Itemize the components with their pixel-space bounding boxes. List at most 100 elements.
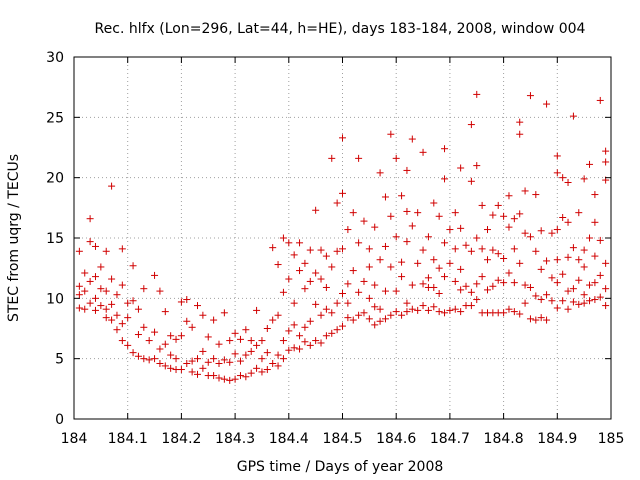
data-point bbox=[516, 210, 524, 218]
data-point bbox=[118, 281, 126, 289]
data-point bbox=[591, 296, 599, 304]
data-point bbox=[596, 236, 604, 244]
data-point bbox=[156, 359, 164, 367]
data-point bbox=[505, 305, 513, 313]
x-tick-label: 184.3 bbox=[215, 431, 255, 447]
data-point bbox=[387, 263, 395, 271]
data-point bbox=[177, 366, 185, 374]
data-point bbox=[575, 256, 583, 264]
data-point bbox=[494, 250, 502, 258]
data-point bbox=[263, 325, 271, 332]
data-point bbox=[414, 306, 422, 314]
data-point bbox=[247, 337, 255, 345]
data-point bbox=[564, 178, 572, 186]
data-point bbox=[263, 366, 271, 374]
data-point bbox=[134, 352, 142, 360]
data-point bbox=[559, 270, 567, 278]
x-tick-label: 184.9 bbox=[537, 431, 577, 447]
data-point bbox=[344, 299, 352, 307]
data-point bbox=[108, 300, 116, 308]
data-point bbox=[467, 302, 475, 310]
data-point bbox=[91, 306, 99, 314]
data-point bbox=[559, 174, 567, 182]
x-tick-label: 184.1 bbox=[108, 431, 148, 447]
data-point bbox=[580, 246, 588, 254]
data-point bbox=[102, 305, 110, 313]
data-point bbox=[575, 209, 583, 217]
data-point bbox=[285, 346, 293, 354]
data-point bbox=[451, 245, 459, 253]
data-point bbox=[312, 337, 320, 345]
data-point bbox=[376, 169, 384, 177]
data-point bbox=[419, 302, 427, 310]
data-point bbox=[322, 252, 330, 260]
data-point bbox=[392, 287, 400, 295]
data-point bbox=[306, 277, 314, 285]
data-point bbox=[403, 299, 411, 307]
data-point bbox=[430, 303, 438, 311]
data-point bbox=[285, 239, 293, 247]
x-tick-labels: 184 184.1 184.2 184.3 184.4 184.5 184.6 184.7 18… bbox=[61, 431, 625, 447]
grid-lines bbox=[74, 57, 611, 419]
data-point bbox=[296, 239, 304, 247]
data-point bbox=[322, 283, 330, 291]
data-point bbox=[188, 357, 196, 365]
data-point bbox=[333, 247, 341, 255]
data-point bbox=[435, 212, 443, 220]
data-point bbox=[81, 305, 89, 313]
data-point bbox=[161, 340, 169, 348]
data-point bbox=[86, 238, 94, 246]
data-point bbox=[269, 316, 277, 324]
data-point bbox=[258, 355, 266, 363]
data-point bbox=[102, 314, 110, 322]
data-point bbox=[564, 305, 572, 313]
data-point bbox=[199, 311, 207, 319]
data-point bbox=[231, 329, 239, 337]
data-point bbox=[210, 316, 218, 324]
data-point bbox=[274, 261, 282, 269]
data-point bbox=[500, 279, 508, 287]
data-point bbox=[86, 215, 94, 223]
data-point bbox=[478, 201, 486, 209]
data-point bbox=[210, 355, 218, 363]
data-point bbox=[516, 118, 524, 126]
data-point bbox=[569, 298, 577, 306]
data-point bbox=[553, 152, 561, 160]
data-point bbox=[424, 233, 432, 241]
data-point bbox=[526, 283, 534, 291]
data-point bbox=[81, 269, 89, 277]
data-point bbox=[473, 162, 481, 170]
axis-ticks bbox=[73, 56, 612, 420]
data-point bbox=[253, 341, 261, 349]
data-point bbox=[398, 192, 406, 200]
data-point bbox=[124, 299, 132, 307]
data-point bbox=[339, 189, 346, 197]
x-tick-label: 184.8 bbox=[484, 431, 524, 447]
data-point bbox=[424, 306, 432, 314]
data-point bbox=[398, 258, 406, 266]
data-point bbox=[151, 328, 159, 336]
data-point bbox=[441, 309, 449, 317]
data-point bbox=[408, 222, 416, 230]
data-point bbox=[365, 315, 373, 323]
x-tick-label: 184.7 bbox=[430, 431, 470, 447]
data-point bbox=[543, 291, 551, 299]
data-point bbox=[446, 259, 454, 267]
data-point bbox=[269, 244, 277, 252]
data-point bbox=[75, 291, 83, 299]
data-point bbox=[290, 321, 298, 329]
data-point bbox=[500, 255, 508, 263]
data-point bbox=[81, 287, 89, 295]
data-point bbox=[97, 285, 105, 293]
data-point bbox=[602, 302, 610, 310]
data-point bbox=[569, 244, 577, 252]
data-point bbox=[151, 271, 159, 279]
data-point bbox=[602, 147, 610, 155]
data-point bbox=[494, 201, 502, 209]
data-point bbox=[231, 350, 239, 358]
data-point bbox=[360, 309, 368, 317]
y-tick-label: 15 bbox=[46, 231, 64, 247]
data-point bbox=[473, 90, 481, 98]
data-point bbox=[108, 275, 116, 283]
data-point bbox=[537, 227, 545, 235]
